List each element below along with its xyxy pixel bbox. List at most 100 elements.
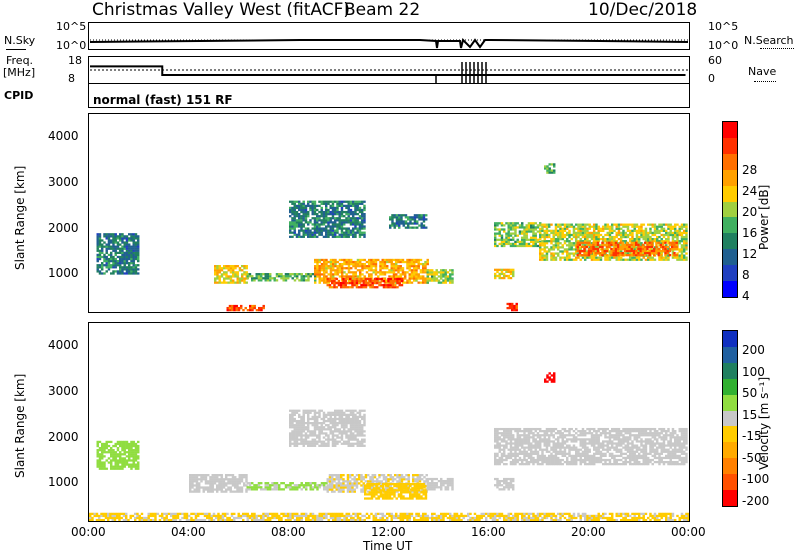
velocity-cell bbox=[293, 413, 296, 417]
power-cell bbox=[307, 221, 310, 224]
velocity-cell bbox=[195, 474, 199, 477]
velocity-cell bbox=[343, 422, 346, 425]
power-cell bbox=[390, 265, 393, 268]
velocity-cell bbox=[351, 478, 354, 481]
velocity-cell bbox=[331, 422, 335, 425]
power-cell bbox=[343, 267, 346, 270]
velocity-cell bbox=[132, 444, 135, 448]
power-cell bbox=[329, 273, 333, 276]
power-cell bbox=[543, 248, 546, 251]
velocity-cell bbox=[225, 474, 228, 477]
velocity-cell bbox=[505, 427, 508, 431]
power-cell bbox=[660, 225, 663, 228]
power-cell bbox=[349, 286, 352, 289]
power-cell bbox=[629, 252, 632, 255]
power-cell bbox=[383, 260, 387, 264]
power-cell bbox=[602, 235, 605, 239]
power-cell bbox=[424, 271, 427, 274]
power-cell bbox=[588, 256, 591, 259]
power-cell bbox=[615, 258, 618, 261]
power-cell bbox=[581, 249, 584, 253]
velocity-cell bbox=[367, 474, 370, 477]
power-cell bbox=[367, 284, 370, 287]
power-cell bbox=[532, 240, 535, 243]
power-cell bbox=[355, 284, 359, 287]
velocity-cell bbox=[134, 442, 138, 446]
power-cell bbox=[410, 275, 414, 278]
power-cell bbox=[543, 258, 546, 261]
power-cell bbox=[568, 223, 571, 226]
power-cell bbox=[378, 277, 381, 281]
power-cell bbox=[309, 231, 312, 234]
power-cell bbox=[369, 284, 372, 287]
power-cell bbox=[557, 225, 560, 228]
velocity-cell bbox=[329, 415, 332, 419]
power-cell bbox=[408, 267, 411, 270]
power-cell bbox=[318, 219, 321, 222]
velocity-cell bbox=[248, 484, 252, 487]
power-cell bbox=[561, 256, 564, 259]
power-cell bbox=[632, 251, 636, 255]
velocity-cell bbox=[329, 432, 332, 435]
power-cell bbox=[307, 210, 310, 214]
power-cell bbox=[584, 244, 587, 247]
velocity-cell bbox=[503, 463, 506, 466]
power-cell bbox=[232, 279, 235, 282]
velocity-cell bbox=[346, 480, 350, 483]
velocity-cell bbox=[353, 484, 356, 487]
power-cell bbox=[291, 223, 294, 226]
power-cell bbox=[629, 256, 632, 259]
power-cell bbox=[232, 281, 235, 284]
tick-label: 16 bbox=[742, 226, 758, 240]
power-cell bbox=[566, 223, 569, 226]
power-cell bbox=[680, 233, 684, 237]
power-cell bbox=[334, 235, 337, 238]
power-cell bbox=[597, 227, 600, 230]
velocity-cell bbox=[207, 480, 210, 483]
power-cell bbox=[114, 237, 117, 240]
power-cell bbox=[345, 219, 348, 222]
velocity-cell bbox=[395, 482, 398, 486]
power-cell bbox=[289, 210, 292, 214]
velocity-cell bbox=[225, 490, 228, 493]
power-cell bbox=[647, 223, 650, 226]
velocity-cell bbox=[406, 497, 410, 500]
velocity-cell bbox=[347, 430, 350, 433]
power-cell bbox=[680, 240, 684, 243]
power-cell bbox=[338, 204, 341, 208]
power-cell bbox=[364, 279, 368, 283]
power-cell bbox=[658, 225, 661, 228]
power-cell bbox=[632, 241, 636, 244]
velocity-cell bbox=[358, 428, 362, 431]
velocity-cell bbox=[362, 478, 365, 481]
velocity-cell bbox=[327, 436, 330, 439]
power-cell bbox=[343, 235, 346, 238]
power-cell bbox=[363, 225, 366, 228]
velocity-cell bbox=[353, 488, 356, 491]
power-cell bbox=[291, 227, 294, 230]
power-cell bbox=[579, 227, 582, 230]
velocity-cell bbox=[395, 497, 398, 500]
power-cell bbox=[424, 265, 427, 268]
power-cell bbox=[680, 250, 684, 253]
velocity-cell bbox=[295, 419, 299, 423]
power-cell bbox=[406, 267, 409, 270]
velocity-cell bbox=[376, 480, 379, 483]
velocity-cell bbox=[345, 415, 348, 419]
velocity-cell bbox=[307, 411, 310, 414]
velocity-cell bbox=[496, 452, 499, 455]
power-cell bbox=[530, 238, 533, 241]
power-cell bbox=[229, 269, 233, 272]
velocity-cell bbox=[313, 444, 317, 447]
power-cell bbox=[451, 277, 454, 280]
power-cell bbox=[96, 241, 99, 244]
power-cell bbox=[110, 259, 113, 263]
power-cell bbox=[289, 200, 292, 203]
power-cell bbox=[363, 200, 366, 203]
velocity-cell bbox=[110, 449, 113, 452]
power-cell bbox=[676, 233, 679, 237]
power-cell bbox=[653, 233, 657, 237]
velocity-cell bbox=[325, 415, 328, 419]
velocity-cell bbox=[409, 482, 412, 486]
velocity-cell bbox=[311, 417, 314, 421]
